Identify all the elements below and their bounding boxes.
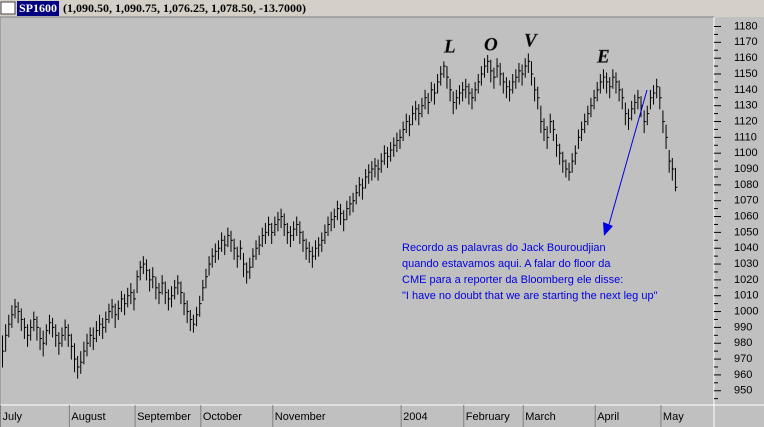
y-tick-label: 1160 [734, 52, 758, 64]
y-tick-label: 960 [734, 369, 752, 381]
y-tick-label: 1030 [734, 258, 758, 270]
y-tick-label: 1090 [734, 163, 758, 175]
arrow-line [607, 89, 648, 229]
x-tick-label: May [663, 411, 684, 423]
x-tick-label: July [3, 411, 23, 423]
y-tick-label: 970 [734, 353, 752, 365]
letter-o: O [484, 34, 498, 55]
y-tick-label: 1040 [734, 242, 758, 254]
y-tick-label: 990 [734, 321, 752, 333]
note-line: quando estavamos aqui. A falar do floor … [402, 258, 611, 270]
y-tick-label: 980 [734, 337, 752, 349]
symbol-box [17, 1, 59, 16]
plot-area [0, 16, 715, 406]
x-tick-label: September [137, 411, 191, 423]
y-tick-label: 1120 [734, 115, 758, 127]
letter-v: V [524, 30, 538, 51]
header-icon [0, 1, 16, 15]
quote: (1,090.50, 1,090.75, 1,076.25, 1,078.50,… [63, 1, 306, 15]
y-tick-label: 1100 [734, 147, 758, 159]
letter-l: L [443, 36, 456, 57]
bars [2, 53, 678, 379]
x-tick-label: February [466, 411, 511, 423]
y-tick-label: 1170 [734, 36, 758, 48]
y-tick-label: 1020 [734, 274, 758, 286]
letter-e: E [596, 46, 610, 67]
y-tick-label: 1140 [734, 84, 758, 96]
y-tick-label: 1110 [734, 131, 757, 143]
y-tick-label: 1080 [734, 179, 758, 191]
arrow-head [603, 222, 613, 236]
y-tick-label: 1130 [734, 100, 758, 112]
x-tick-label: November [275, 411, 326, 423]
y-tick-label: 1010 [734, 290, 758, 302]
x-tick-label: August [71, 411, 105, 423]
y-tick-label: 1000 [734, 305, 758, 317]
x-tick-label: October [203, 411, 242, 423]
note-line: Recordo as palavras do Jack Bouroudjian [402, 242, 606, 254]
x-tick-label: 2004 [403, 411, 427, 423]
y-tick-label: 1180 [734, 20, 758, 32]
x-tick-label: April [597, 411, 619, 423]
y-tick-label: 950 [734, 385, 752, 397]
y-tick-label: 1070 [734, 195, 758, 207]
note-line: CME para a reporter da Bloomberg ele dis… [402, 274, 623, 286]
y-tick-label: 1150 [734, 68, 758, 80]
x-tick-label: March [525, 411, 556, 423]
note-line: "I have no doubt that we are starting th… [402, 290, 658, 302]
header-bar [0, 0, 764, 17]
symbol: SP1600 [19, 1, 57, 15]
y-tick-label: 1060 [734, 210, 758, 222]
y-tick-label: 1050 [734, 226, 758, 238]
